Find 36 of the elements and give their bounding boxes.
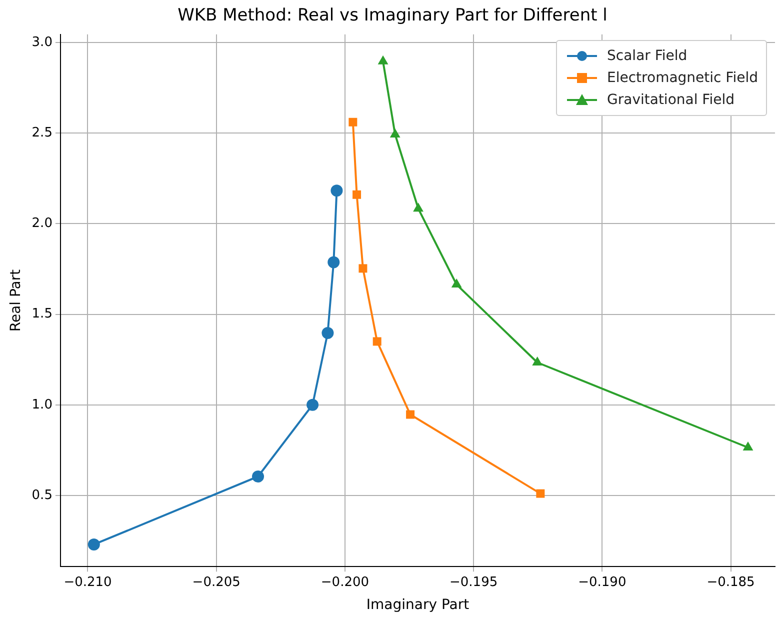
point (358, 264, 368, 273)
point (413, 202, 424, 212)
point (536, 489, 545, 498)
point (742, 442, 754, 451)
y-tick-label: 2.5 (32, 125, 52, 140)
point (306, 398, 319, 411)
point (372, 337, 382, 346)
y-tick-label: 0.5 (32, 488, 52, 503)
chart-title: WKB Method: Real vs Imaginary Part for Different l (178, 6, 608, 26)
legend-label: Scalar Field (607, 48, 688, 64)
point (390, 128, 400, 138)
point (252, 470, 264, 483)
point (330, 184, 343, 197)
point (322, 326, 334, 339)
point (451, 278, 462, 288)
y-tick-label: 2.0 (32, 216, 52, 232)
point (348, 118, 358, 126)
x-axis-title: Imaginary Part (366, 597, 470, 614)
point (406, 410, 415, 419)
x-tick-label: −0.185 (706, 574, 755, 590)
point (88, 538, 100, 550)
x-tick-label: −0.210 (64, 574, 112, 590)
y-tick-label: 3.0 (32, 34, 52, 50)
x-tick-label: −0.195 (449, 574, 498, 590)
x-tick-label: −0.200 (320, 574, 369, 590)
y-axis-title: Real Part (8, 268, 24, 332)
x-tick-label: −0.205 (192, 574, 240, 590)
point (328, 256, 340, 268)
point (378, 55, 388, 64)
legend-label: Electromagnetic Field (607, 70, 758, 86)
legend-label: Gravitational Field (607, 92, 734, 108)
x-tick-label: −0.190 (578, 574, 626, 590)
point (532, 356, 543, 366)
y-tick-label: 1.5 (32, 306, 52, 322)
y-tick-label: 1.0 (32, 397, 52, 412)
point (352, 190, 362, 199)
